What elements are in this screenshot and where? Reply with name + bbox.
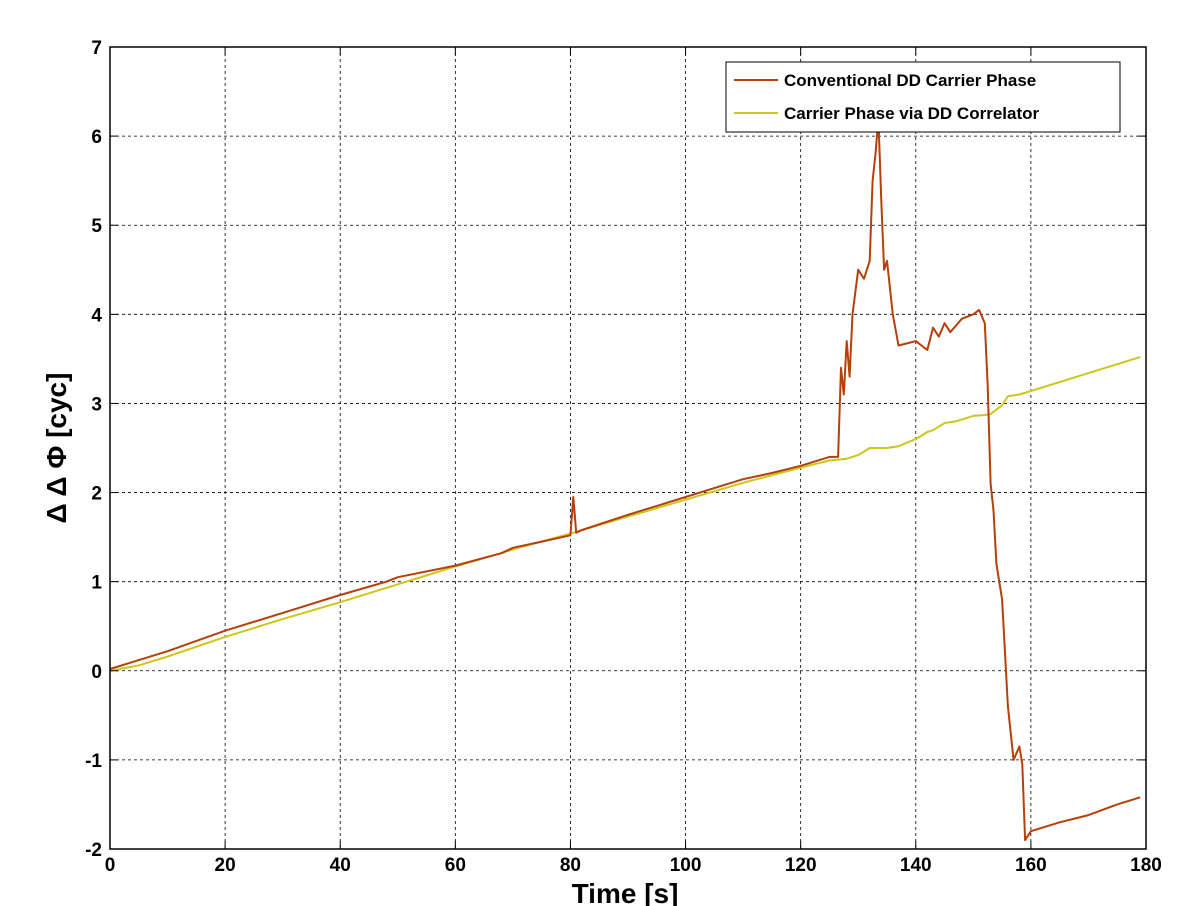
y-tick-label: 2 <box>91 484 102 505</box>
y-tick-label: -2 <box>85 840 102 861</box>
y-tick-label: 4 <box>91 305 102 326</box>
y-tick-label: 5 <box>91 216 102 237</box>
plot-background <box>110 47 1146 849</box>
legend-box <box>725 61 1121 133</box>
x-tick-label: 20 <box>215 855 236 876</box>
y-tick-label: 7 <box>91 38 102 59</box>
x-tick-label: 80 <box>560 855 581 876</box>
x-tick-label: 140 <box>900 855 932 876</box>
y-tick-label: 6 <box>91 127 102 148</box>
series-line-1 <box>109 356 1141 672</box>
plot-frame <box>109 46 1147 850</box>
x-tick-label: 120 <box>785 855 817 876</box>
legend-label-correlator: Carrier Phase via DD Correlator <box>784 104 1039 123</box>
x-axis-label: Time [s] <box>572 878 679 906</box>
series-layer <box>109 117 1141 842</box>
grid-lines <box>110 47 1146 849</box>
y-tick-label: 3 <box>91 394 102 415</box>
series-line-0 <box>109 117 1141 842</box>
y-axis-label: Δ Δ Φ [cyc] <box>41 373 72 524</box>
axis-ticks: 0 20 40 60 80 100 120 140 160 180 -2 -1 0 1 2 3 4 5 6 7 <box>85 38 1162 876</box>
x-tick-label: 180 <box>1130 855 1162 876</box>
legend: Conventional DD Carrier Phase Carrier Ph… <box>725 61 1121 133</box>
y-tick-label: -1 <box>85 751 102 772</box>
x-tick-label: 60 <box>445 855 466 876</box>
x-tick-label: 40 <box>330 855 351 876</box>
x-tick-label: 0 <box>105 855 116 876</box>
y-tick-label: 1 <box>91 573 102 594</box>
x-tick-label: 100 <box>670 855 702 876</box>
y-tick-label: 0 <box>91 662 102 683</box>
x-tick-label: 160 <box>1015 855 1047 876</box>
legend-label-conventional: Conventional DD Carrier Phase <box>784 71 1036 90</box>
